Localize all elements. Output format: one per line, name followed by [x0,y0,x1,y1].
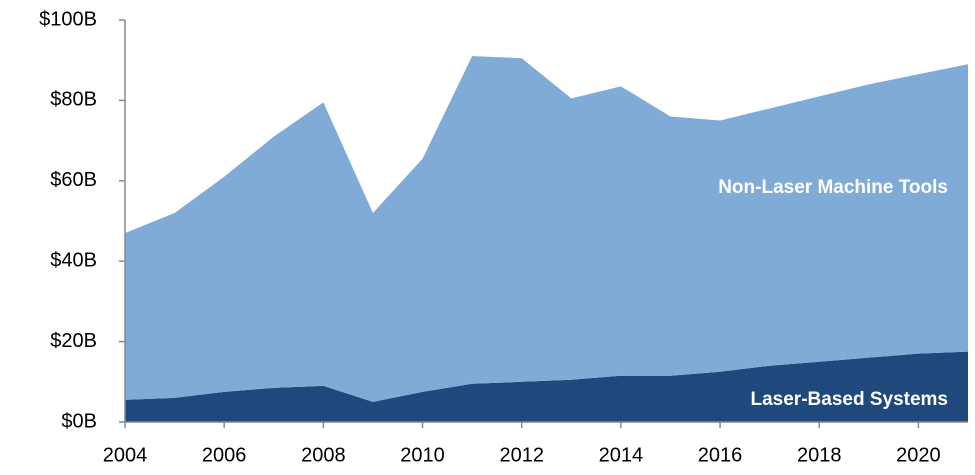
x-tick-label: 2008 [301,444,346,466]
x-tick-label: 2006 [202,444,247,466]
series-label: Laser-Based Systems [751,389,949,410]
area [125,56,968,402]
area [125,351,968,422]
y-tick-label: $60B [50,169,97,191]
y-tick-label: $0B [61,410,97,432]
x-tick-label: 2012 [499,444,544,466]
y-tick-label: $40B [50,249,97,271]
x-tick-label: 2010 [400,444,445,466]
x-tick-label: 2020 [896,444,941,466]
y-tick-label: $100B [39,8,97,30]
y-tick-label: $80B [50,89,97,111]
x-tick-label: 2016 [698,444,743,466]
x-tick-label: 2014 [599,444,644,466]
x-tick-label: 2004 [103,444,148,466]
x-tick-label: 2018 [797,444,842,466]
y-tick-label: $20B [50,330,97,352]
series-label: Non-Laser Machine Tools [718,177,948,198]
